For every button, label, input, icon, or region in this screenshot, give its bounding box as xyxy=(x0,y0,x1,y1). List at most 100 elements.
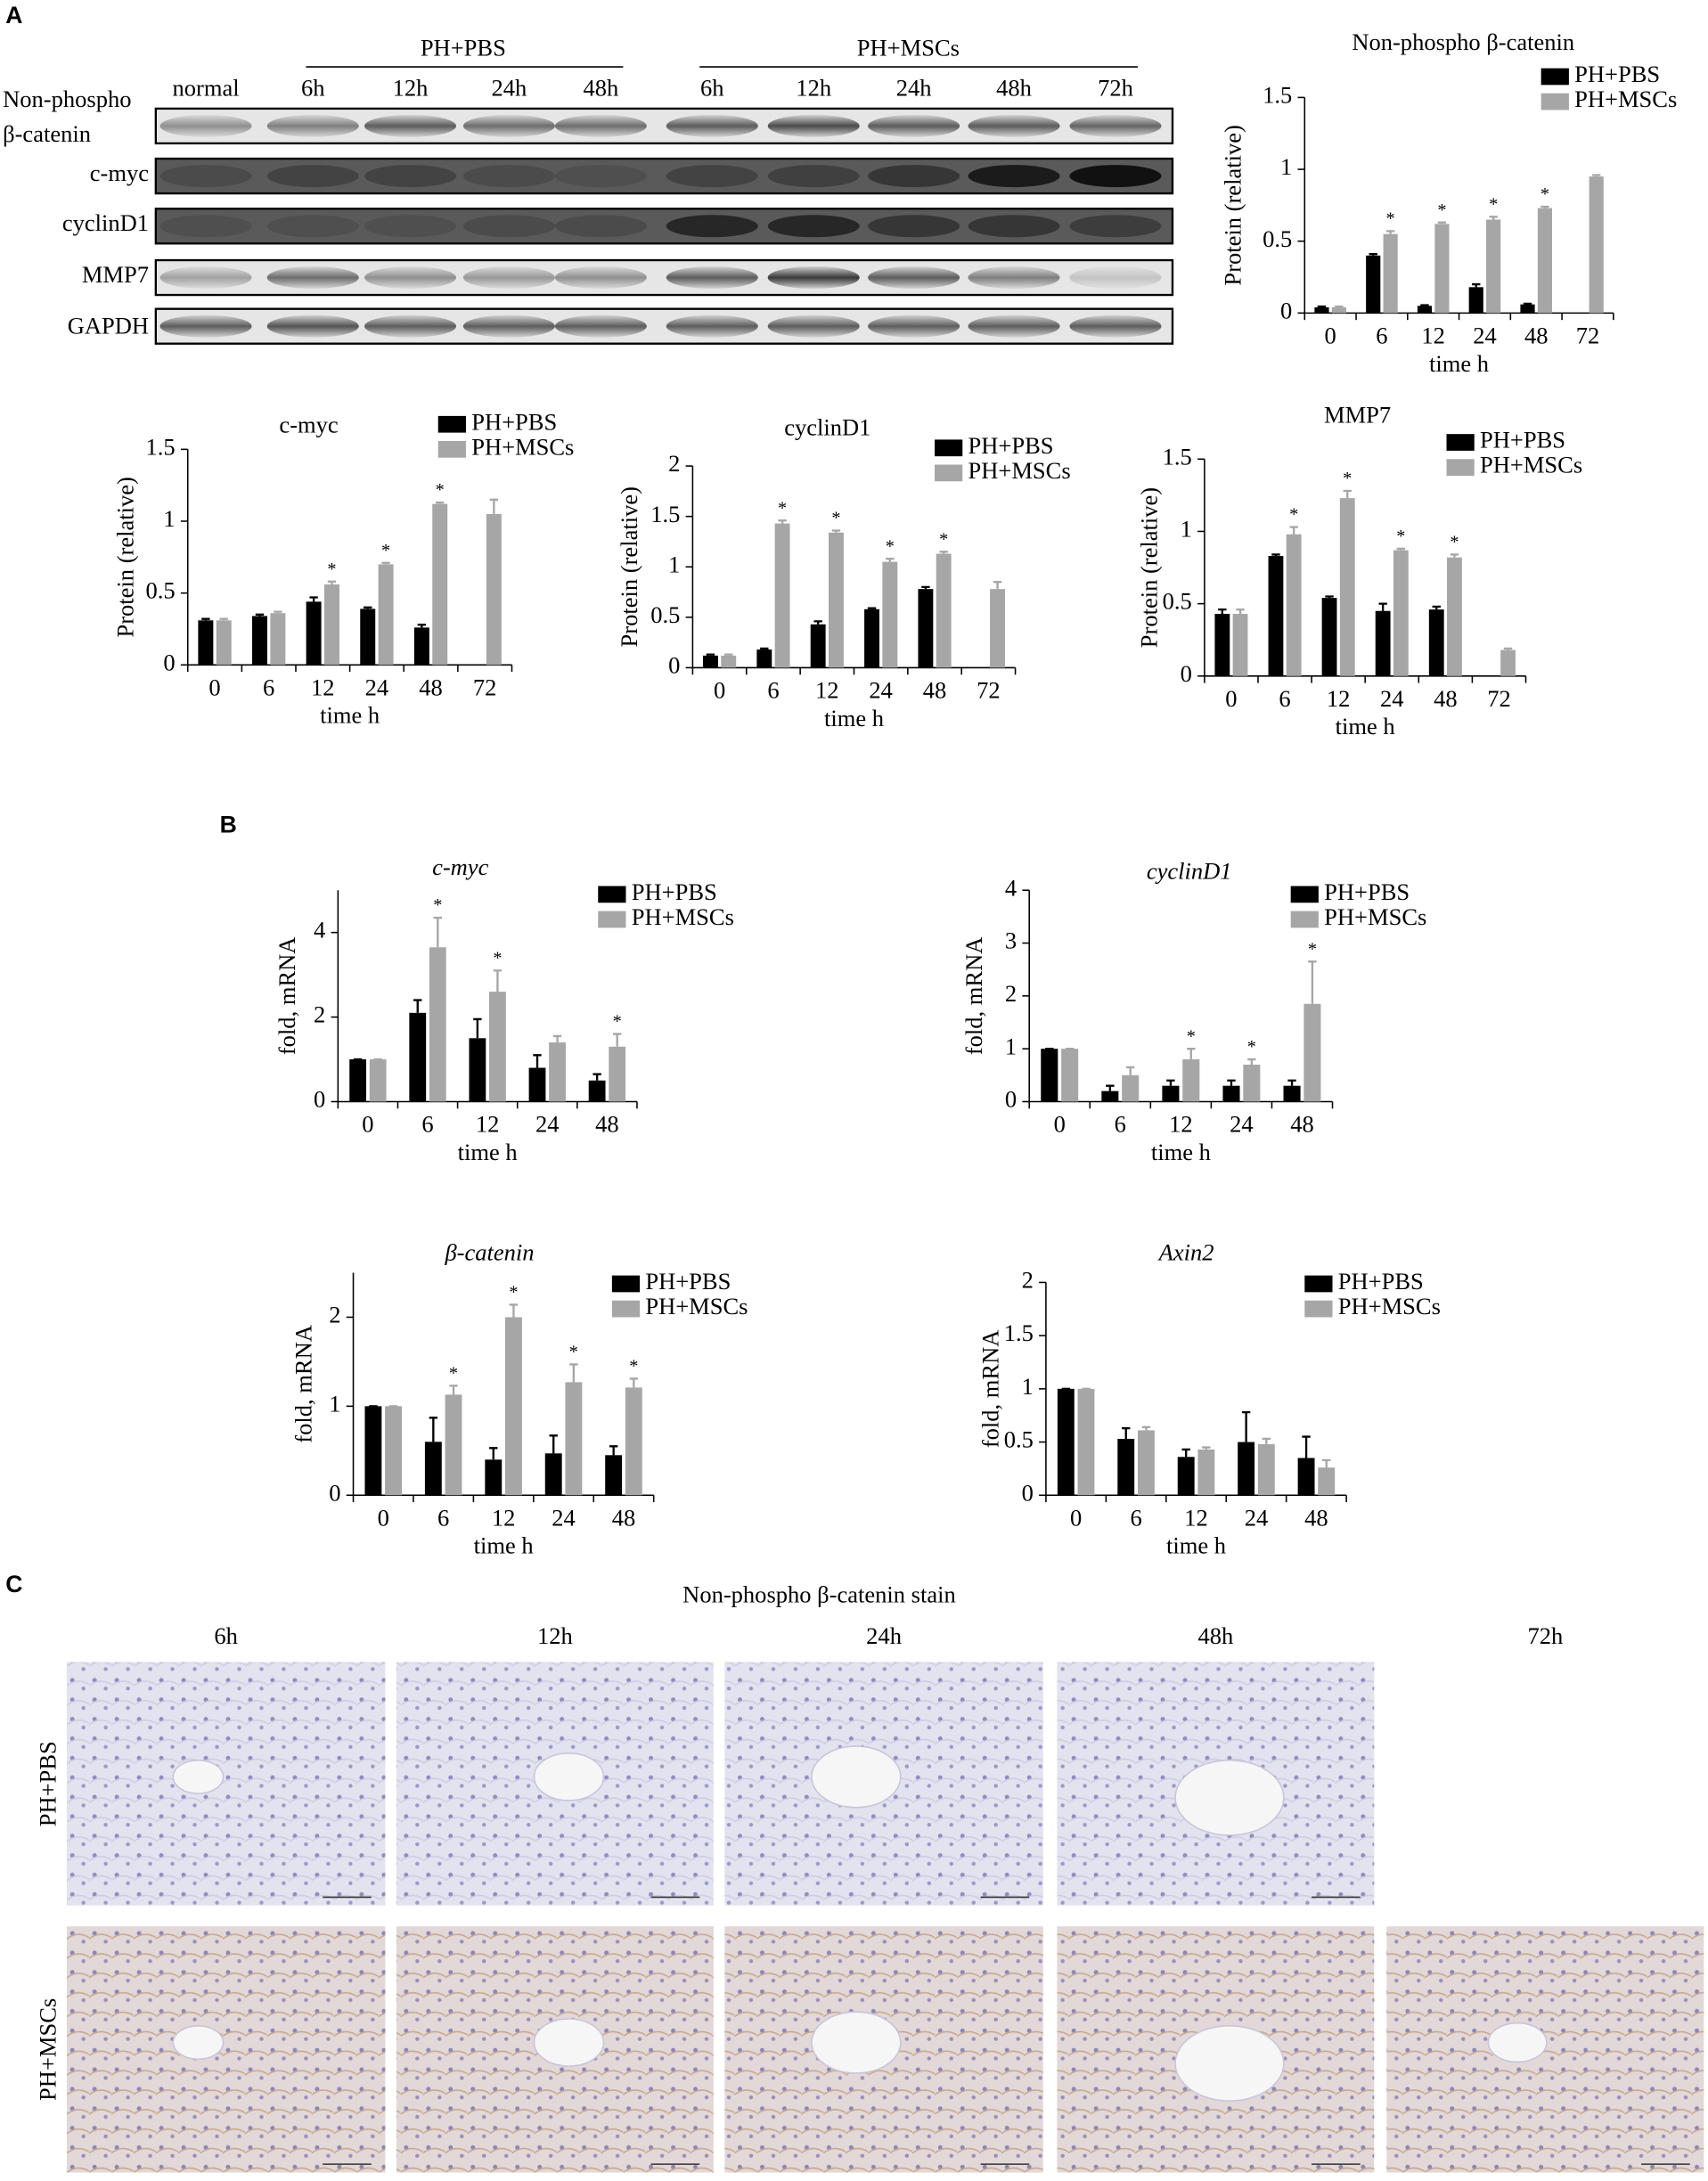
bar xyxy=(409,1012,427,1102)
error-bar xyxy=(1241,1410,1251,1442)
error-bar xyxy=(1396,547,1406,551)
legend-label: PH+MSCs xyxy=(1480,452,1582,478)
error-bar xyxy=(1187,1047,1196,1060)
blot-band xyxy=(868,314,960,338)
bar xyxy=(721,655,737,668)
blot-band xyxy=(364,266,457,290)
error-bar xyxy=(255,613,265,617)
lane-label: 72h xyxy=(1098,75,1133,102)
error-bar xyxy=(993,581,1002,590)
y-axis-label: Protein (relative) xyxy=(1219,125,1246,285)
blot-band xyxy=(968,314,1060,338)
significance: * xyxy=(629,1357,638,1376)
bar xyxy=(1393,550,1409,676)
vessel xyxy=(533,2018,605,2067)
x-tick-label: 6 xyxy=(767,677,779,704)
x-tick-label: 72 xyxy=(1576,323,1600,349)
error-bar xyxy=(493,969,503,992)
significance: * xyxy=(778,498,787,518)
legend-label: PH+MSCs xyxy=(1324,903,1426,930)
bar xyxy=(1434,224,1450,314)
bar xyxy=(544,1453,562,1496)
chart-title: c-myc xyxy=(432,854,489,880)
y-tick-label: 1 xyxy=(329,1390,340,1417)
error-bar xyxy=(1472,282,1481,288)
significance: * xyxy=(1308,939,1317,959)
x-tick-label: 0 xyxy=(1325,323,1336,349)
x-tick-label: 12 xyxy=(492,1504,516,1531)
lane-label: 48h xyxy=(583,75,618,102)
x-axis-label: time h xyxy=(1336,713,1395,739)
error-bar xyxy=(613,1033,622,1047)
x-tick-label: 0 xyxy=(1225,685,1237,712)
error-bar xyxy=(706,653,715,656)
error-bar xyxy=(509,1303,519,1318)
blot-row-label: GAPDH xyxy=(68,313,149,339)
error-bar xyxy=(1287,1079,1296,1086)
bar xyxy=(549,1042,566,1102)
y-tick-label: 1 xyxy=(1022,1373,1034,1400)
bar xyxy=(1222,1085,1240,1102)
significance: * xyxy=(1343,469,1352,488)
x-tick-label: 12 xyxy=(476,1111,500,1138)
x-tick-label: 6 xyxy=(263,674,274,701)
bar xyxy=(360,609,376,666)
x-tick-label: 0 xyxy=(362,1111,373,1138)
legend-swatch xyxy=(1290,886,1319,903)
blot-band xyxy=(767,215,860,238)
bar xyxy=(485,1459,503,1496)
bar xyxy=(1283,1085,1301,1102)
lane-label: 24h xyxy=(896,75,932,102)
bar xyxy=(918,589,934,668)
lane-label: 12h xyxy=(393,75,429,102)
significance: * xyxy=(1289,505,1298,525)
blot-band xyxy=(159,314,252,338)
x-tick-label: 12 xyxy=(815,677,839,704)
error-bar xyxy=(1218,608,1227,614)
error-bar xyxy=(473,1017,482,1039)
blot-band xyxy=(462,314,555,338)
error-bar xyxy=(1302,1435,1311,1458)
y-tick-label: 1 xyxy=(1005,1033,1017,1059)
x-tick-label: 0 xyxy=(378,1504,389,1531)
x-tick-label: 24 xyxy=(1380,685,1404,712)
x-tick-label: 12 xyxy=(1184,1504,1208,1531)
x-axis-label: time h xyxy=(1166,1532,1226,1559)
legend-swatch xyxy=(935,464,963,482)
blot-band xyxy=(1069,215,1162,238)
legend-swatch xyxy=(1304,1300,1333,1318)
x-tick-label: 0 xyxy=(714,677,725,704)
stain-column-label: 6h xyxy=(214,1622,238,1649)
error-bar xyxy=(1247,1058,1256,1065)
x-tick-label: 24 xyxy=(552,1504,576,1531)
x-tick-label: 48 xyxy=(1524,323,1549,349)
bar xyxy=(1486,219,1501,314)
significance: * xyxy=(1396,527,1405,546)
blot-row-label: Non-phospho xyxy=(3,86,131,112)
legend-swatch xyxy=(1290,911,1319,928)
bar xyxy=(413,627,429,666)
blot-band xyxy=(159,215,252,238)
significance: * xyxy=(613,1012,622,1032)
bar xyxy=(1314,306,1329,314)
error-bar xyxy=(813,620,822,625)
error-bar xyxy=(1325,595,1334,599)
bar xyxy=(990,589,1005,668)
bar xyxy=(1331,306,1346,314)
y-tick-label: 0.5 xyxy=(146,577,176,604)
bar xyxy=(1077,1388,1095,1496)
bar xyxy=(1137,1430,1155,1496)
error-bar xyxy=(549,1434,558,1454)
error-bar xyxy=(1289,526,1298,535)
x-axis-label: time h xyxy=(458,1139,518,1165)
bar xyxy=(1177,1457,1195,1496)
x-axis-label: time h xyxy=(1429,350,1489,377)
bar xyxy=(1468,287,1483,314)
error-bar xyxy=(1420,304,1429,306)
error-bar xyxy=(436,501,445,504)
bar xyxy=(756,649,772,668)
significance: * xyxy=(1437,200,1446,220)
error-bar xyxy=(201,617,210,621)
x-tick-label: 12 xyxy=(1169,1111,1193,1138)
error-bar xyxy=(1540,205,1549,208)
